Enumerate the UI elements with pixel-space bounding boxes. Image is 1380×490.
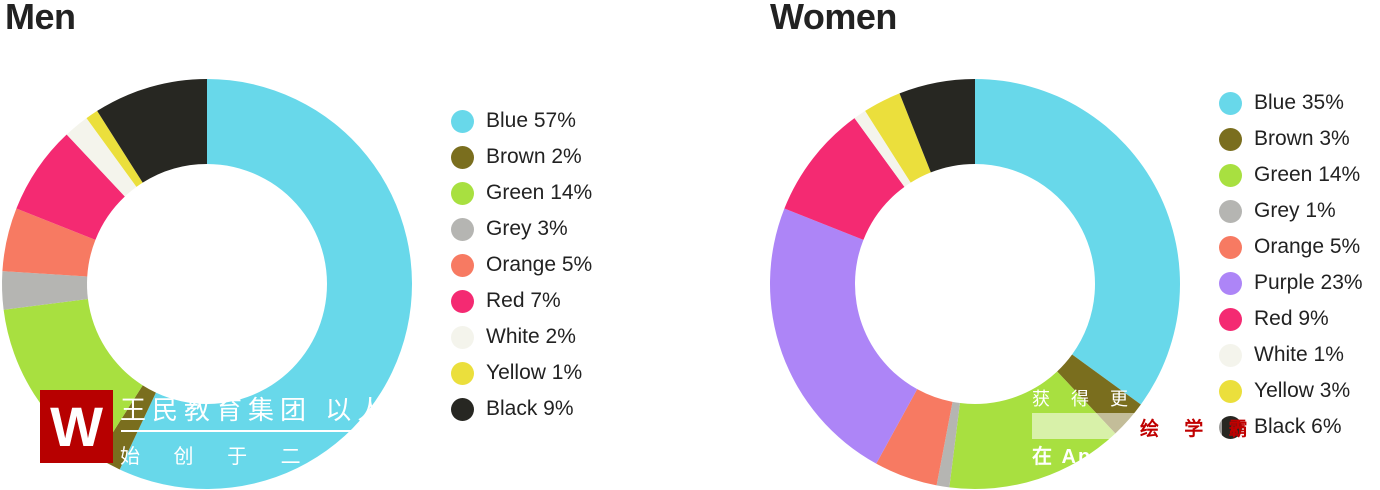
slice-white — [66, 118, 137, 197]
slice-orange — [876, 389, 953, 486]
legend-item: Yellow 3% — [1219, 376, 1350, 406]
legend-item: Red 9% — [1219, 304, 1329, 334]
watermark-text: 王民教育集团 以人 — [120, 395, 390, 425]
legend-swatch — [451, 217, 474, 241]
legend-swatch — [451, 181, 474, 205]
legend-label: Green 14% — [486, 181, 593, 204]
legend-label: White 2% — [486, 325, 576, 348]
legend-label: Grey 1% — [1254, 199, 1336, 222]
slice-blue — [119, 79, 413, 489]
legend-label: Yellow 1% — [486, 361, 583, 384]
legend-label: Blue 35% — [1254, 91, 1344, 114]
legend-item: Brown 3% — [1219, 124, 1350, 154]
slice-orange — [2, 208, 96, 277]
legend-item: Grey 3% — [451, 214, 568, 244]
legend-label: Green 14% — [1254, 163, 1361, 186]
slice-grey — [936, 401, 960, 488]
legend-swatch — [1219, 127, 1242, 151]
watermark-text: 始 创 于 二 零 一 — [120, 446, 422, 468]
legend-label: Orange 5% — [1254, 235, 1361, 258]
legend-item: Orange 5% — [1219, 232, 1360, 262]
legend-label: Orange 5% — [486, 253, 593, 276]
legend-swatch — [451, 325, 474, 349]
women-title: Women — [770, 0, 897, 37]
legend-label: Brown 3% — [1254, 127, 1350, 150]
legend-item: Yellow 1% — [451, 358, 582, 388]
legend-item: Purple 23% — [1219, 268, 1363, 298]
watermark-band — [1032, 413, 1222, 439]
slice-white — [854, 110, 911, 187]
legend-item: Blue 57% — [451, 106, 576, 136]
slice-purple — [770, 208, 918, 464]
legend-item: Black 9% — [451, 394, 574, 424]
legend-label: White 1% — [1254, 343, 1344, 366]
slice-black — [899, 79, 975, 173]
legend-label: Red 7% — [486, 289, 561, 312]
legend-label: Yellow 3% — [1254, 379, 1351, 402]
legend-item: Grey 1% — [1219, 196, 1336, 226]
watermark-logo: W — [40, 390, 113, 463]
legend-item: White 1% — [1219, 340, 1344, 370]
legend-label: Blue 57% — [486, 109, 576, 132]
legend-item: Brown 2% — [451, 142, 582, 172]
legend-swatch — [1219, 199, 1242, 223]
legend-label: Brown 2% — [486, 145, 582, 168]
legend-label: Grey 3% — [486, 217, 568, 240]
legend-swatch — [1219, 91, 1242, 115]
legend-item: Red 7% — [451, 286, 561, 316]
legend-item: Blue 35% — [1219, 88, 1344, 118]
legend-swatch — [1219, 271, 1242, 295]
legend-swatch — [1219, 163, 1242, 187]
legend-label: Purple 23% — [1254, 271, 1363, 294]
legend-item: Black 6% — [1219, 412, 1342, 442]
legend-swatch — [1219, 379, 1242, 403]
slice-grey — [1, 271, 88, 310]
watermark-divider — [121, 430, 351, 432]
slice-red — [784, 118, 905, 240]
legend-item: Green 14% — [451, 178, 592, 208]
legend-swatch — [451, 289, 474, 313]
watermark-text: 在 App — [1032, 446, 1107, 468]
legend-item: Orange 5% — [451, 250, 592, 280]
slice-black — [97, 79, 207, 183]
slice-yellow — [86, 110, 143, 187]
legend-label: Black 9% — [486, 397, 574, 420]
legend-swatch — [451, 145, 474, 169]
legend-swatch — [1219, 343, 1242, 367]
slice-red — [16, 134, 125, 240]
legend-swatch — [451, 109, 474, 133]
slice-blue — [975, 79, 1181, 405]
legend-swatch — [451, 361, 474, 385]
legend-item: Green 14% — [1219, 160, 1360, 190]
watermark-text: 获 得 更 多 — [1032, 389, 1176, 409]
legend-label: Red 9% — [1254, 307, 1329, 330]
legend-swatch — [451, 253, 474, 277]
legend-swatch — [1219, 415, 1242, 439]
legend-swatch — [1219, 235, 1242, 259]
legend-item: White 2% — [451, 322, 576, 352]
men-title: Men — [5, 0, 76, 37]
slice-yellow — [865, 93, 931, 183]
legend-swatch — [1219, 307, 1242, 331]
legend-label: Black 6% — [1254, 415, 1342, 438]
watermark-text: 绘 学 霸 — [1140, 419, 1258, 440]
legend-swatch — [451, 397, 474, 421]
